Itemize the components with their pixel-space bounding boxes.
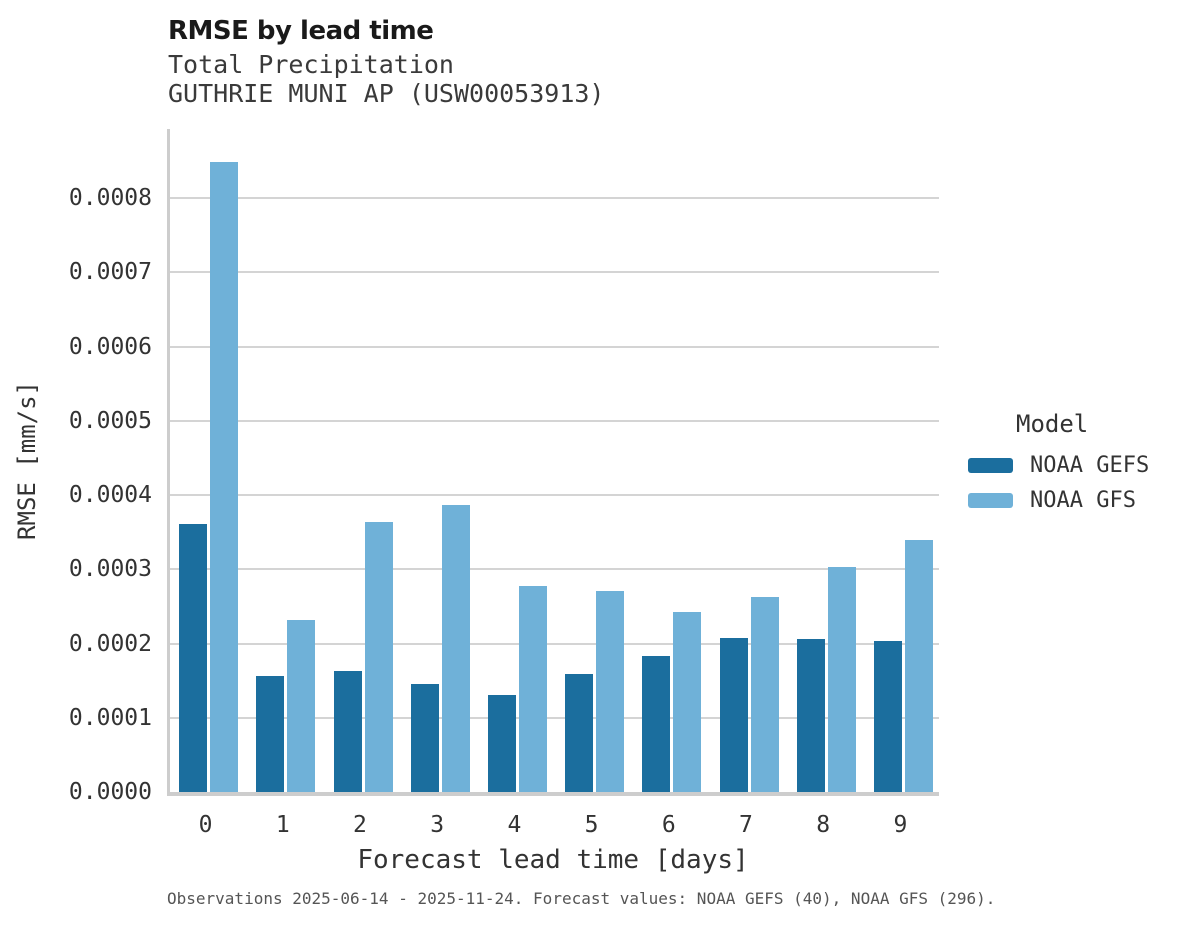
- gridline: [170, 197, 939, 200]
- bar-noaa-gfs: [596, 591, 625, 792]
- bar-noaa-gfs: [750, 597, 779, 792]
- bar-noaa-gefs: [487, 695, 516, 792]
- x-tick-label: 4: [507, 812, 522, 838]
- bar-noaa-gefs: [410, 684, 439, 792]
- x-tick-label: 0: [198, 812, 213, 838]
- legend-title: Model: [1016, 410, 1089, 438]
- bar-noaa-gefs: [333, 671, 362, 792]
- bar-noaa-gfs: [364, 522, 393, 792]
- bar-noaa-gfs: [518, 586, 547, 792]
- y-tick-label: 0.0003: [68, 556, 152, 583]
- chart-subtitle-line2: GUTHRIE MUNI AP (USW00053913): [168, 79, 605, 108]
- bar-noaa-gfs: [827, 567, 856, 792]
- y-tick-label: 0.0005: [68, 407, 152, 434]
- legend-swatch-noaa-gefs: [968, 458, 1013, 473]
- bar-noaa-gefs: [873, 641, 902, 792]
- y-axis-title-text: RMSE [mm/s]: [13, 381, 41, 540]
- bar-noaa-gefs: [179, 524, 208, 792]
- bar-noaa-gfs: [673, 612, 702, 792]
- bar-noaa-gfs: [904, 540, 933, 792]
- bar-noaa-gefs: [256, 676, 285, 792]
- y-tick-label: 0.0006: [68, 333, 152, 360]
- bar-noaa-gefs: [642, 656, 671, 792]
- y-tick-label: 0.0007: [68, 259, 152, 286]
- bar-noaa-gefs: [565, 674, 594, 792]
- x-tick-label: 9: [893, 812, 908, 838]
- bar-noaa-gefs: [719, 638, 748, 792]
- gridline: [170, 716, 939, 719]
- x-tick-label: 8: [816, 812, 831, 838]
- x-tick-label: 5: [584, 812, 599, 838]
- x-axis-spine: [167, 792, 939, 796]
- bar-noaa-gfs: [287, 620, 316, 792]
- gridline: [170, 494, 939, 497]
- y-tick-label: 0.0008: [68, 185, 152, 212]
- bar-noaa-gfs: [441, 505, 470, 792]
- chart-subtitle-line1: Total Precipitation: [168, 50, 454, 79]
- legend: Model NOAA GEFS NOAA GFS: [955, 410, 1178, 518]
- x-axis-title: Forecast lead time [days]: [357, 845, 749, 875]
- y-tick-label: 0.0002: [68, 630, 152, 657]
- gridline: [170, 345, 939, 348]
- gridline: [170, 568, 939, 571]
- x-tick-label: 6: [661, 812, 676, 838]
- x-tick-label: 2: [353, 812, 367, 838]
- legend-entry-noaa-gfs: NOAA GFS: [955, 483, 1178, 518]
- legend-swatch-noaa-gfs: [968, 493, 1013, 508]
- bar-noaa-gfs: [210, 162, 239, 792]
- gridline: [170, 419, 939, 422]
- y-tick-label: 0.0000: [68, 779, 152, 805]
- y-tick-label: 0.0001: [68, 704, 152, 731]
- gridline: [170, 271, 939, 274]
- gridline: [170, 642, 939, 645]
- footer-note: Observations 2025-06-14 - 2025-11-24. Fo…: [167, 889, 996, 908]
- x-tick-label: 7: [739, 812, 753, 838]
- legend-label-noaa-gefs: NOAA GEFS: [1030, 453, 1150, 478]
- chart-title: RMSE by lead time: [168, 16, 434, 46]
- x-tick-label: 1: [275, 812, 290, 838]
- y-axis-title: RMSE [mm/s]: [6, 129, 48, 792]
- chart-subtitle: Total Precipitation GUTHRIE MUNI AP (USW0…: [168, 50, 605, 108]
- plot-area: [167, 129, 939, 796]
- legend-entry-noaa-gefs: NOAA GEFS: [955, 448, 1178, 483]
- legend-label-noaa-gfs: NOAA GFS: [1030, 488, 1136, 513]
- y-tick-label: 0.0004: [68, 482, 152, 509]
- x-tick-label: 3: [430, 812, 445, 838]
- bar-noaa-gefs: [796, 639, 825, 792]
